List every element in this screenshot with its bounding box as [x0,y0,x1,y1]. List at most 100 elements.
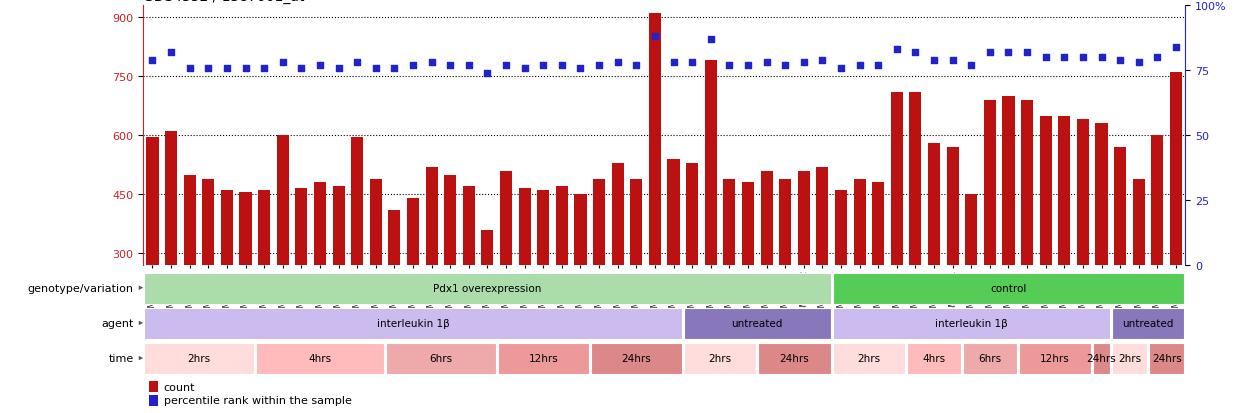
Point [1055,55,1074,62]
Bar [148,395,158,406]
Bar [463,187,474,266]
Bar [758,344,830,374]
Text: 24hrs: 24hrs [1087,353,1117,363]
Bar [444,175,456,266]
Point [496,62,515,69]
Point [942,57,962,64]
Point [552,62,571,69]
Bar [928,144,940,266]
Point [198,65,218,72]
Point [142,57,162,64]
Bar [386,344,496,374]
Bar [500,171,512,266]
Point [459,62,479,69]
Bar [1077,120,1089,266]
Bar [1112,344,1147,374]
Point [664,60,684,66]
Text: control: control [990,283,1027,293]
Point [961,62,981,69]
Text: 12hrs: 12hrs [528,353,558,363]
Bar [1093,344,1109,374]
Point [161,50,181,56]
Point [385,65,405,72]
Point [701,37,721,43]
Bar [611,164,624,266]
Point [682,60,702,66]
Bar [590,344,682,374]
Point [830,65,850,72]
Point [403,62,423,69]
Bar [1040,116,1052,266]
Point [886,47,906,54]
Point [980,50,1000,56]
Bar [817,167,828,266]
Bar [519,189,530,266]
Bar [1133,179,1144,266]
Text: 4hrs: 4hrs [309,353,331,363]
Bar [239,193,251,266]
Bar [295,189,308,266]
Text: genotype/variation: genotype/variation [27,283,134,293]
Bar [498,344,589,374]
Bar [723,179,736,266]
Bar [684,309,830,339]
Text: percentile rank within the sample: percentile rank within the sample [163,396,351,406]
Text: 24hrs: 24hrs [621,353,651,363]
Bar [593,179,605,266]
Text: 2hrs: 2hrs [858,353,880,363]
Bar [835,191,847,266]
Point [924,57,944,64]
Bar [148,381,158,392]
Point [422,60,442,66]
Bar [833,344,905,374]
Point [514,65,534,72]
Bar [147,138,158,266]
Bar [742,183,754,266]
Bar [1114,148,1127,266]
Point [310,62,330,69]
Bar [630,179,642,266]
Point [217,65,237,72]
Text: GDS4332 / 1387061_at: GDS4332 / 1387061_at [143,0,305,4]
Point [849,62,869,69]
Point [478,70,498,77]
Bar [761,171,773,266]
Text: 6hrs: 6hrs [430,353,452,363]
Point [329,65,349,72]
Text: 2hrs: 2hrs [1118,353,1140,363]
Bar [833,309,1109,339]
Bar [909,93,921,266]
Bar [1149,344,1184,374]
Point [813,57,833,64]
Bar [1112,309,1184,339]
Point [254,65,274,72]
Point [905,50,925,56]
Point [1092,55,1112,62]
Point [291,65,311,72]
Text: 6hrs: 6hrs [979,353,1001,363]
Text: 2hrs: 2hrs [188,353,210,363]
Point [570,65,590,72]
Bar [984,100,996,266]
Bar [255,344,385,374]
Text: 4hrs: 4hrs [923,353,946,363]
Text: interleukin 1β: interleukin 1β [935,318,1007,328]
Point [1036,55,1056,62]
Text: Pdx1 overexpression: Pdx1 overexpression [433,283,542,293]
Point [589,62,609,69]
Bar [332,187,345,266]
Bar [370,179,382,266]
Bar [684,344,756,374]
Text: untreated: untreated [732,318,783,328]
Bar [426,167,438,266]
Bar [962,344,1017,374]
Bar [537,191,549,266]
Bar [946,148,959,266]
Text: 24hrs: 24hrs [779,353,809,363]
Point [794,60,814,66]
Point [441,62,461,69]
Bar [873,183,884,266]
Bar [407,199,420,266]
Point [1148,55,1168,62]
Bar [1170,73,1182,266]
